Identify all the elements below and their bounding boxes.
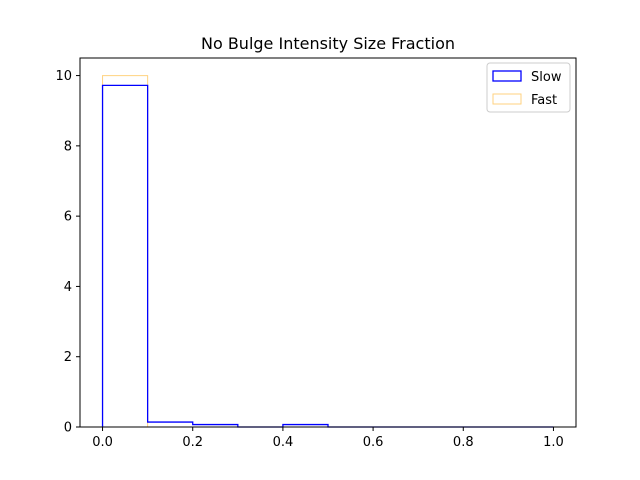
y-tick-label: 10: [55, 69, 72, 84]
x-tick-label: 1.0: [543, 435, 564, 450]
axes-frame: [79, 57, 577, 428]
chart-title: No Bulge Intensity Size Fraction: [201, 34, 455, 53]
legend-label-slow: Slow: [531, 70, 562, 85]
y-tick-label: 0: [64, 421, 72, 436]
y-tick-label: 8: [64, 139, 72, 154]
y-tick-label: 6: [64, 210, 72, 225]
x-axis: 0.0 0.2 0.4 0.6 0.8 1.0: [92, 427, 564, 450]
x-tick-label: 0.0: [92, 435, 113, 450]
legend-swatch-slow: [492, 70, 522, 82]
x-tick-label: 0.4: [273, 435, 294, 450]
legend: Slow Fast: [486, 62, 571, 113]
legend-swatch-fast: [492, 93, 522, 105]
x-tick-label: 0.8: [453, 435, 474, 450]
legend-box: [486, 62, 571, 113]
y-tick-label: 4: [64, 280, 72, 295]
y-axis: 0 2 4 6 8 10: [55, 69, 80, 436]
y-tick-label: 2: [64, 350, 72, 365]
x-tick-label: 0.2: [182, 435, 203, 450]
x-tick-label: 0.6: [363, 435, 384, 450]
legend-label-fast: Fast: [531, 93, 557, 108]
